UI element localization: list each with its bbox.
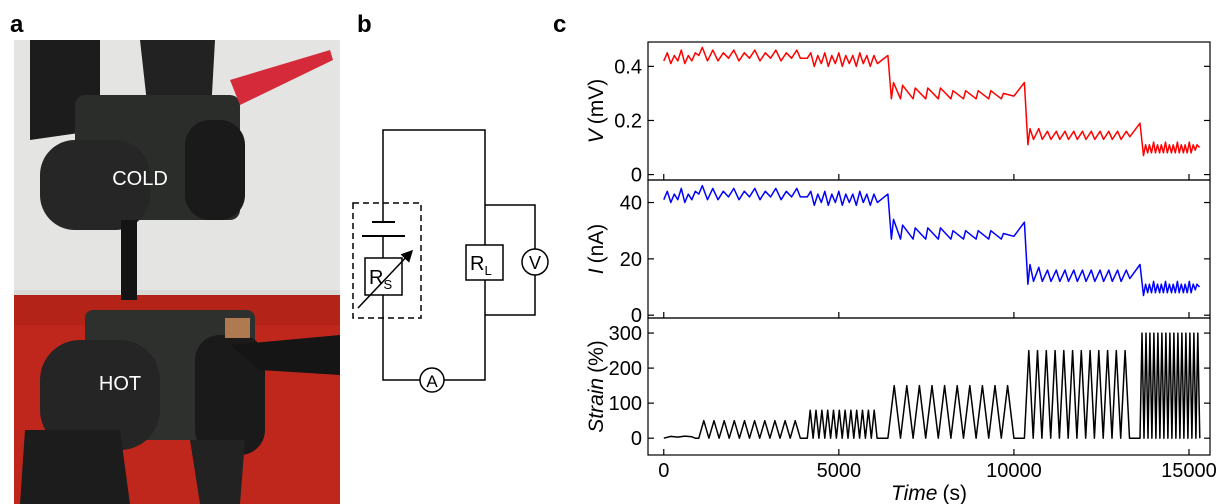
y-axis-label-symbol: V	[585, 127, 608, 143]
x-axis-label: Time (s)	[891, 482, 967, 504]
circuit	[352, 129, 549, 393]
plot-frame	[647, 41, 1211, 181]
circuit-label: RS	[369, 267, 392, 292]
y-tick-label: 0	[631, 305, 642, 327]
x-axis-label-unit: (s)	[942, 482, 967, 504]
y-axis-label-symbol: Strain	[585, 378, 608, 433]
panel-label: b	[357, 11, 372, 38]
circuit-label-sub: L	[484, 263, 491, 278]
x-tick-label: 15000	[1161, 460, 1217, 482]
y-axis-label-unit: (%)	[585, 340, 608, 373]
x-axis-label-symbol: Time	[891, 482, 937, 504]
circuit-label: V	[529, 253, 541, 273]
y-axis-label-symbol: I	[585, 268, 608, 274]
circuit-label-main: R	[369, 267, 383, 289]
photo-label: HOT	[99, 373, 141, 395]
circuit-label: A	[426, 372, 438, 391]
y-axis-label: I (nA)	[585, 224, 608, 275]
photo-label: COLD	[112, 168, 168, 190]
y-axis-label-unit: (mV)	[585, 79, 608, 125]
data-line	[663, 332, 1201, 439]
plot-frame	[647, 317, 1211, 456]
circuit-label: RL	[470, 253, 492, 278]
y-axis-label-unit: (nA)	[585, 224, 608, 264]
circuit-label-main: R	[470, 253, 484, 275]
y-tick-label: 0.2	[614, 110, 642, 132]
y-tick-label: 20	[620, 249, 642, 271]
data-line	[663, 46, 1201, 157]
chart: 0 0.2 0.4 V (mV)	[585, 41, 1211, 187]
y-tick-label: 40	[620, 193, 642, 215]
x-tick-label: 10000	[986, 460, 1042, 482]
panel-label: c	[553, 11, 566, 38]
circuit-label-sub: S	[383, 277, 392, 292]
y-tick-label: 300	[609, 323, 642, 345]
x-tick-label: 0	[658, 460, 669, 482]
y-tick-label: 0.4	[614, 56, 642, 78]
data-line	[663, 184, 1201, 297]
chart: 0 20 40 I (nA)	[585, 179, 1211, 327]
chart: 0 100 200 300 0 5000 10000 15000 Strain (%) Time (s…	[585, 317, 1217, 504]
y-axis-label: V (mV)	[585, 79, 608, 144]
y-tick-label: 200	[609, 358, 642, 380]
y-axis-label: Strain (%)	[585, 340, 608, 433]
y-tick-label: 100	[609, 393, 642, 415]
photo: COLD HOT	[14, 40, 340, 504]
y-tick-label: 0	[631, 428, 642, 450]
x-tick-label: 5000	[817, 460, 862, 482]
panel-label: a	[10, 11, 24, 38]
plot-frame	[647, 179, 1211, 319]
y-tick-label: 0	[631, 165, 642, 187]
